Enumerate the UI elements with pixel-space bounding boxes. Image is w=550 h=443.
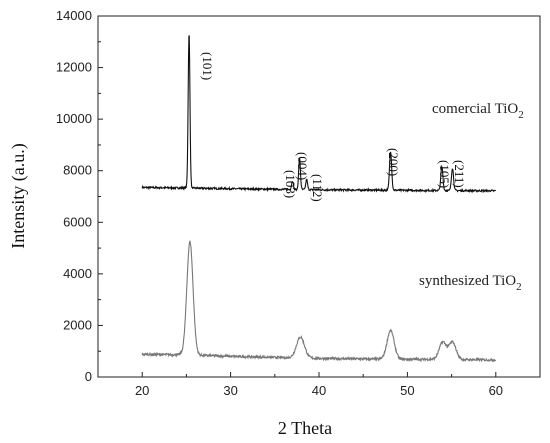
y-tick-label: 14000 [56,8,92,23]
y-tick-label: 8000 [63,163,92,178]
y-tick-label: 0 [85,369,92,384]
y-axis-title: Intensity (a.u.) [8,143,29,248]
y-tick-label: 4000 [63,266,92,281]
x-axis-title: 2 Theta [278,418,332,438]
y-tick-label: 2000 [63,317,92,332]
peak-label-103: (103) [283,170,298,198]
series-label-commercial: comercial TiO2 [432,101,524,121]
y-tick-label: 12000 [56,60,92,75]
peak-label-200: (200) [386,148,401,176]
peak-label-211: (211) [452,160,467,188]
y-tick-label: 6000 [63,214,92,229]
x-tick-label: 50 [400,383,414,398]
y-tick-label: 10000 [56,111,92,126]
series-line-commercial [141,35,497,194]
peak-label-004: (004) [295,152,310,180]
x-tick-label: 60 [489,383,503,398]
x-tick-label: 30 [223,383,237,398]
x-tick-label: 20 [135,383,149,398]
x-tick-label: 40 [312,383,326,398]
series-line-synthesized [141,240,497,363]
series-label-synthesized: synthesized TiO2 [419,273,522,293]
peak-label-101: (101) [200,52,215,80]
peak-label-112: (112) [310,174,325,202]
series-layer [141,35,497,363]
peak-label-105: (105) [437,160,452,188]
ticks-layer: 20 30 40 50 60 0 2000 4000 6000 8000 10000 12000 140… [56,8,541,398]
